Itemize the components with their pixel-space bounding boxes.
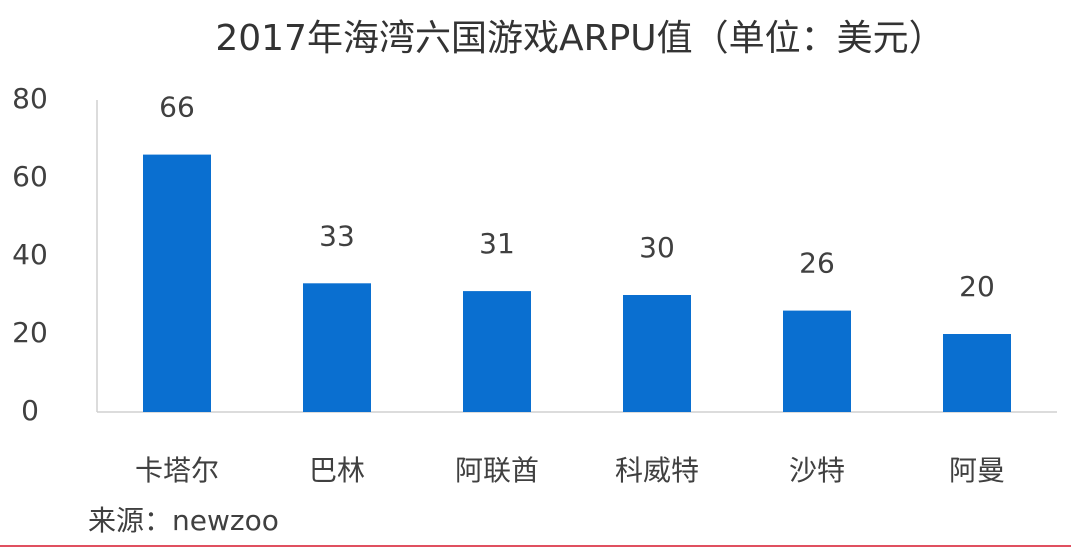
- y-tick-label: 0: [21, 394, 39, 427]
- bar: [143, 154, 211, 412]
- bar: [783, 310, 851, 412]
- x-tick-label: 卡塔尔: [135, 454, 219, 487]
- source-note: 来源：newzoo: [88, 504, 279, 537]
- x-tick-label: 阿联酋: [455, 454, 539, 487]
- value-label: 31: [479, 227, 515, 260]
- y-tick-label: 60: [12, 160, 48, 193]
- bar: [943, 334, 1011, 412]
- chart-title: 2017年海湾六国游戏ARPU值（单位：美元）: [215, 18, 944, 59]
- value-label: 20: [959, 270, 995, 303]
- value-label: 26: [799, 247, 835, 280]
- x-tick-label: 沙特: [789, 454, 845, 487]
- y-tick-label: 40: [12, 238, 48, 271]
- bar: [463, 291, 531, 412]
- value-label: 66: [159, 91, 195, 124]
- y-tick-label: 20: [12, 316, 48, 349]
- y-tick-label: 80: [12, 82, 48, 115]
- value-label: 33: [319, 219, 355, 252]
- x-tick-label: 阿曼: [949, 454, 1005, 487]
- x-tick-label: 巴林: [309, 454, 365, 487]
- x-tick-label: 科威特: [615, 454, 699, 487]
- value-label: 30: [639, 231, 675, 264]
- bar: [303, 283, 371, 412]
- bar: [623, 295, 691, 412]
